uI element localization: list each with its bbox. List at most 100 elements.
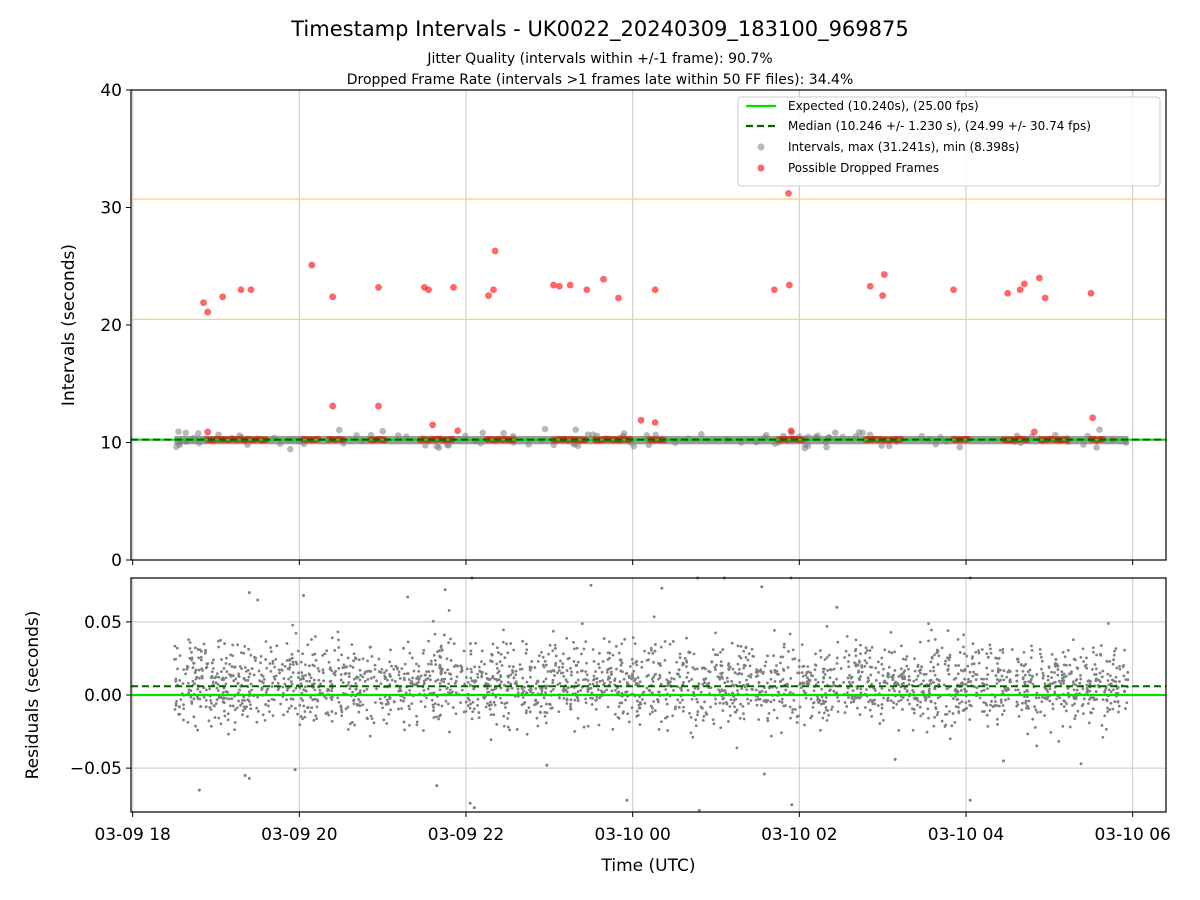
- residual-point: [940, 719, 944, 723]
- residual-point: [1059, 682, 1063, 686]
- residual-point: [249, 682, 253, 686]
- residual-point: [597, 723, 601, 727]
- residual-point: [903, 675, 906, 678]
- residual-point: [368, 734, 372, 738]
- residual-point: [636, 713, 640, 717]
- residual-point: [777, 672, 780, 676]
- residual-point: [964, 701, 968, 705]
- residual-point: [570, 673, 573, 677]
- residual-point: [944, 659, 947, 663]
- residual-point: [820, 695, 824, 699]
- residual-point: [879, 712, 883, 716]
- residual-point: [742, 666, 746, 670]
- residual-point: [294, 631, 298, 635]
- residual-point: [1123, 648, 1126, 652]
- residual-point: [970, 656, 974, 660]
- residual-point: [962, 645, 965, 649]
- residual-point: [863, 706, 867, 709]
- residual-point: [857, 669, 861, 673]
- residual-point: [204, 648, 207, 652]
- residual-point: [361, 657, 365, 661]
- residual-point: [542, 680, 546, 684]
- residual-point: [670, 677, 673, 680]
- residual-point: [729, 698, 733, 702]
- residual-point: [874, 666, 878, 670]
- residual-point: [1106, 672, 1110, 676]
- residual-point: [337, 646, 341, 649]
- residual-point: [442, 633, 446, 637]
- residual-point: [821, 680, 825, 684]
- residual-point: [209, 724, 213, 728]
- residual-point: [197, 668, 201, 672]
- residual-point: [230, 665, 234, 668]
- residual-point: [1030, 644, 1033, 648]
- residual-point: [659, 682, 663, 686]
- residual-point: [727, 662, 731, 665]
- residual-point: [1071, 703, 1074, 707]
- residual-point: [798, 705, 802, 709]
- residual-point: [845, 705, 849, 708]
- residual-point: [294, 687, 298, 690]
- residual-point: [958, 701, 961, 705]
- residual-point: [977, 661, 981, 665]
- residual-point: [1008, 678, 1012, 682]
- residual-point: [190, 650, 193, 654]
- residual-point: [1087, 702, 1090, 705]
- residual-point: [1014, 688, 1017, 692]
- residual-point: [447, 682, 451, 686]
- residual-point: [1057, 679, 1061, 683]
- residual-point: [339, 704, 343, 708]
- residual-point: [236, 691, 240, 695]
- dropped-frame-outlier: [879, 292, 887, 300]
- residual-point: [557, 710, 561, 714]
- residual-point: [620, 642, 624, 646]
- residual-point: [1062, 705, 1066, 708]
- residual-point: [425, 670, 428, 674]
- residual-point: [422, 689, 426, 692]
- residual-point: [214, 681, 218, 685]
- residual-point: [845, 635, 849, 638]
- residual-point: [918, 640, 922, 644]
- residual-point: [962, 633, 965, 637]
- residual-point: [739, 702, 743, 706]
- residual-point: [576, 678, 580, 682]
- residual-point: [528, 667, 532, 670]
- residual-point: [650, 677, 654, 681]
- residual-point: [748, 664, 752, 668]
- residual-point: [951, 712, 955, 715]
- residual-point: [948, 737, 952, 741]
- residual-point: [926, 707, 930, 711]
- residual-point: [595, 677, 599, 680]
- residual-point: [348, 687, 352, 691]
- residual-point: [856, 663, 860, 667]
- residual-point: [258, 679, 262, 683]
- residual-point: [775, 669, 779, 673]
- residual-point: [720, 688, 724, 692]
- residual-point: [663, 658, 667, 662]
- residual-point: [438, 688, 442, 692]
- residual-point: [259, 661, 262, 665]
- residual-point: [469, 649, 473, 653]
- residual-point: [528, 710, 532, 714]
- residual-point: [311, 698, 315, 702]
- residual-point: [336, 696, 340, 700]
- residual-point: [609, 672, 613, 676]
- residual-point: [836, 710, 840, 713]
- residual-point: [225, 670, 229, 673]
- residual-point: [190, 656, 194, 660]
- residual-point: [894, 682, 898, 686]
- intervals-axes-frame: [130, 89, 1167, 561]
- residual-point: [485, 687, 489, 691]
- residual-point: [247, 675, 251, 679]
- interval-point: [584, 431, 592, 438]
- residual-point: [880, 662, 884, 666]
- residual-point: [701, 718, 705, 722]
- residual-point: [319, 682, 322, 686]
- residual-point: [996, 678, 999, 681]
- residual-point: [691, 735, 695, 739]
- residual-point: [1037, 696, 1041, 700]
- residual-point: [514, 673, 518, 677]
- residual-point: [913, 669, 917, 673]
- residual-outlier: [760, 585, 764, 589]
- residual-point: [355, 687, 358, 691]
